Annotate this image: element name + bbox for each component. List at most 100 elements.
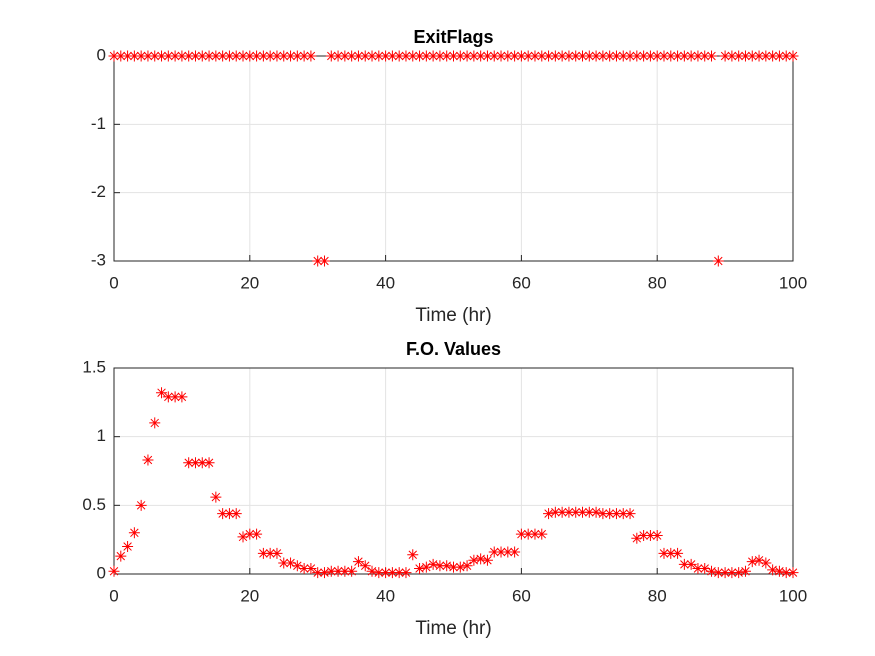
data-point — [128, 50, 140, 62]
data-point — [726, 567, 738, 579]
y-tick-label: 1 — [97, 426, 106, 445]
data-point — [223, 50, 235, 62]
data-point — [556, 506, 568, 518]
x-axis-label: Time (hr) — [415, 618, 491, 639]
data-point — [135, 499, 147, 511]
data-point — [563, 50, 575, 62]
data-point — [230, 508, 242, 520]
data-point — [699, 50, 711, 62]
data-point — [420, 50, 432, 62]
data-point — [128, 527, 140, 539]
data-point — [346, 50, 358, 62]
data-point — [543, 50, 555, 62]
data-point — [135, 50, 147, 62]
data-point — [672, 50, 684, 62]
data-point — [495, 546, 507, 558]
data-point — [617, 508, 629, 520]
data-point — [244, 50, 256, 62]
data-point — [318, 567, 330, 579]
data-point — [597, 508, 609, 520]
x-tick-label: 40 — [376, 273, 395, 292]
data-point — [176, 391, 188, 403]
data-point — [359, 50, 371, 62]
data-point — [773, 50, 785, 62]
data-point — [346, 565, 358, 577]
data-point — [583, 50, 595, 62]
data-point — [644, 50, 656, 62]
data-point — [733, 567, 745, 579]
x-tick-label: 60 — [512, 273, 531, 292]
data-point — [305, 50, 317, 62]
data-point — [142, 454, 154, 466]
data-point — [339, 565, 351, 577]
data-point — [189, 457, 201, 469]
data-point — [400, 567, 412, 579]
data-point — [475, 553, 487, 565]
data-point — [631, 532, 643, 544]
data-point — [278, 557, 290, 569]
data-point — [685, 50, 697, 62]
data-point — [196, 50, 208, 62]
data-point — [461, 560, 473, 572]
data-point — [577, 506, 589, 518]
data-point — [712, 255, 724, 267]
data-point — [189, 50, 201, 62]
data-point — [366, 565, 378, 577]
data-point — [563, 506, 575, 518]
data-point — [291, 50, 303, 62]
data-point — [590, 50, 602, 62]
x-axis-label: Time (hr) — [415, 305, 491, 326]
data-point — [746, 556, 758, 568]
data-point — [237, 531, 249, 543]
data-point — [570, 50, 582, 62]
data-point — [461, 50, 473, 62]
x-tick-label: 20 — [240, 586, 259, 605]
data-point — [373, 567, 385, 579]
data-point — [237, 50, 249, 62]
data-point — [767, 50, 779, 62]
data-point — [414, 563, 426, 575]
data-point — [529, 528, 541, 540]
data-point — [488, 546, 500, 558]
data-point — [692, 563, 704, 575]
data-point — [230, 50, 242, 62]
data-point — [719, 567, 731, 579]
data-point — [665, 547, 677, 559]
data-point — [760, 557, 772, 569]
data-point — [162, 50, 174, 62]
data-point — [210, 50, 222, 62]
data-point — [223, 508, 235, 520]
data-point — [380, 567, 392, 579]
data-point — [244, 528, 256, 540]
x-tick-label: 40 — [376, 586, 395, 605]
data-point — [122, 541, 134, 553]
x-tick-label: 0 — [109, 273, 118, 292]
x-tick-label: 60 — [512, 586, 531, 605]
data-point — [475, 50, 487, 62]
data-point — [522, 528, 534, 540]
data-point — [658, 50, 670, 62]
data-point — [386, 567, 398, 579]
data-point — [332, 50, 344, 62]
data-point — [773, 565, 785, 577]
data-point — [481, 554, 493, 566]
x-tick-label: 0 — [109, 586, 118, 605]
data-point — [780, 567, 792, 579]
data-point — [169, 391, 181, 403]
data-point — [454, 50, 466, 62]
x-tick-label: 80 — [648, 586, 667, 605]
data-point — [386, 50, 398, 62]
data-point — [658, 547, 670, 559]
x-tick-label: 20 — [240, 273, 259, 292]
plot-area — [114, 368, 793, 574]
data-point — [767, 564, 779, 576]
data-point — [427, 50, 439, 62]
data-point — [787, 50, 799, 62]
data-point — [522, 50, 534, 62]
data-point — [699, 563, 711, 575]
data-point — [583, 506, 595, 518]
data-point — [122, 50, 134, 62]
data-point — [373, 50, 385, 62]
data-point — [380, 50, 392, 62]
data-point — [325, 565, 337, 577]
